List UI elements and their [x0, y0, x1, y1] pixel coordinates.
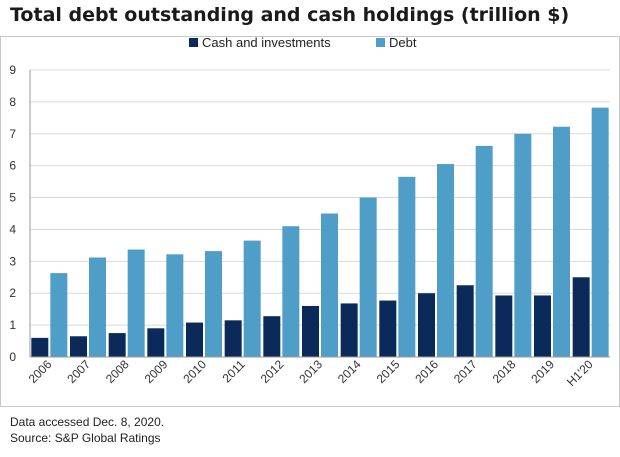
y-tick-label: 7 [9, 127, 16, 141]
chart-title: Total debt outstanding and cash holdings… [10, 4, 570, 26]
x-tick-label: 2008 [103, 357, 132, 386]
cash-bar [340, 303, 358, 357]
gridlines [30, 69, 610, 326]
x-tick-label: 2009 [142, 357, 171, 386]
footnote-data-accessed: Data accessed Dec. 8, 2020. [10, 415, 165, 429]
debt-bar [205, 251, 222, 357]
cash-bar [379, 300, 397, 357]
debt-bar [282, 226, 300, 357]
debt-bar [591, 107, 609, 357]
y-tick-label: 5 [9, 191, 16, 205]
debt-bar [359, 197, 377, 357]
legend-swatch-cash [189, 38, 198, 47]
x-tick-label: 2016 [412, 357, 441, 386]
x-tick-label: H1'20 [564, 357, 596, 389]
x-tick-label: 2014 [335, 357, 364, 386]
debt-bar [127, 249, 145, 357]
x-tick-label: 2015 [374, 357, 403, 386]
x-tick-label: 2013 [296, 357, 325, 386]
footnote-source: Source: S&P Global Ratings [10, 431, 161, 445]
debt-bar [437, 164, 454, 357]
debt-bar [553, 126, 570, 357]
cash-bar [31, 337, 49, 357]
cash-bar [418, 293, 435, 357]
x-tick-label: 2007 [64, 357, 93, 386]
legend-label-debt: Debt [389, 35, 417, 50]
x-tick-label: 2017 [451, 357, 480, 386]
x-tick-label: 2010 [180, 357, 209, 386]
debt-bar [50, 273, 68, 357]
cash-bar [186, 322, 203, 357]
debt-bar [321, 213, 338, 357]
y-tick-label: 4 [9, 222, 16, 236]
y-tick-label: 9 [9, 63, 16, 77]
x-tick-label: 2019 [528, 357, 557, 386]
x-tick-label: 2012 [258, 357, 287, 386]
debt-bar [475, 145, 493, 357]
x-tick-label: 2006 [26, 357, 55, 386]
debt-bar [166, 254, 184, 357]
cash-bar [263, 316, 281, 357]
cash-bar [572, 277, 590, 357]
y-tick-label: 1 [9, 318, 16, 332]
cash-bar [70, 336, 87, 357]
y-tick-label: 6 [9, 159, 16, 173]
legend-swatch-debt [376, 38, 385, 47]
y-tick-label: 8 [9, 95, 16, 109]
cash-bar [302, 305, 319, 357]
bars [31, 107, 609, 357]
cash-bar [224, 320, 242, 357]
legend-label-cash: Cash and investments [202, 35, 331, 50]
x-tick-label: 2018 [490, 357, 519, 386]
cash-bar [147, 328, 165, 357]
axes: 0 1 2 3 4 5 6 7 8 9 2006 2007 2008 2009 2010 2011 2012 20… [9, 63, 610, 389]
cash-bar [495, 295, 513, 357]
y-tick-label: 3 [9, 254, 16, 268]
legend: Cash and investments Debt [189, 35, 417, 50]
cash-bar [456, 285, 474, 357]
cash-bar [534, 295, 551, 357]
debt-bar [243, 240, 261, 357]
y-tick-label: 0 [9, 350, 16, 364]
debt-bar [398, 176, 416, 357]
x-tick-label: 2011 [220, 357, 248, 385]
y-tick-label: 2 [9, 286, 16, 300]
debt-bar [514, 133, 532, 357]
debt-bar [89, 257, 106, 357]
cash-bar [108, 333, 126, 357]
